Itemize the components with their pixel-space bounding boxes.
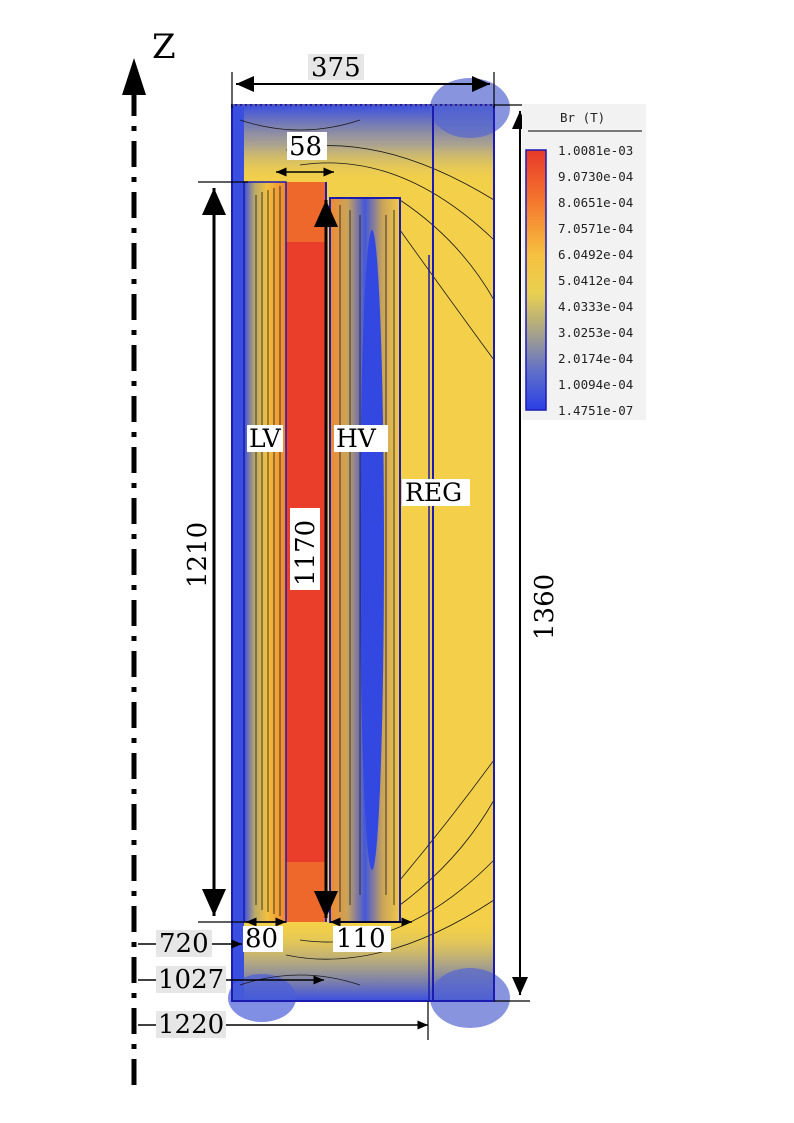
legend-title: Br (T) — [560, 110, 605, 125]
field-plot — [228, 78, 510, 1028]
dimension-lv-gap: 58 — [276, 132, 334, 177]
dimension-lv-width: 80 — [243, 917, 286, 954]
legend-value: 1.0081e-03 — [558, 143, 633, 158]
colorbar-legend: Br (T) 1.0081e-03 9.0730e-04 8.0651e-04 7.0… — [522, 104, 646, 420]
symmetry-axis — [122, 58, 146, 1085]
dimension-label-720: 720 — [159, 929, 209, 959]
region-label-reg: REG — [405, 478, 462, 507]
dimension-radius-1220: 1220 — [138, 1001, 429, 1040]
dimension-height-lv: 1210 — [183, 181, 248, 923]
dimension-label-1027: 1027 — [158, 965, 224, 995]
dimension-label-375: 375 — [311, 53, 361, 83]
legend-value: 1.0094e-04 — [558, 377, 633, 392]
legend-value: 8.0651e-04 — [558, 195, 633, 210]
legend-value: 7.0571e-04 — [558, 221, 633, 236]
region-label-hv: HV — [336, 424, 377, 453]
dimension-height-core: 1170 — [290, 200, 338, 918]
legend-value: 9.0730e-04 — [558, 169, 633, 184]
dimension-radius-720: 720 — [138, 929, 242, 959]
legend-value: 6.0492e-04 — [558, 247, 633, 262]
dimension-radius-1027: 1027 — [138, 965, 324, 995]
dimension-label-1220: 1220 — [158, 1010, 224, 1040]
dimension-hv-width: 110 — [330, 917, 412, 954]
axis-label-z: Z — [152, 27, 176, 67]
dimension-label-110: 110 — [336, 924, 386, 954]
dimension-width-total: 375 — [231, 53, 495, 108]
legend-value: 4.0333e-04 — [558, 299, 633, 314]
legend-value: 2.0174e-04 — [558, 351, 633, 366]
legend-value: 1.4751e-07 — [558, 403, 633, 418]
dimension-label-80: 80 — [245, 924, 278, 954]
dimension-label-1360: 1360 — [530, 574, 560, 640]
dimension-label-1170: 1170 — [291, 520, 321, 586]
legend-value: 3.0253e-04 — [558, 325, 633, 340]
dimension-label-58: 58 — [289, 132, 322, 162]
dimension-label-1210: 1210 — [183, 522, 213, 588]
dimension-height-total: 1360 — [494, 104, 560, 1002]
legend-value: 5.0412e-04 — [558, 273, 633, 288]
region-label-lv: LV — [249, 424, 282, 453]
